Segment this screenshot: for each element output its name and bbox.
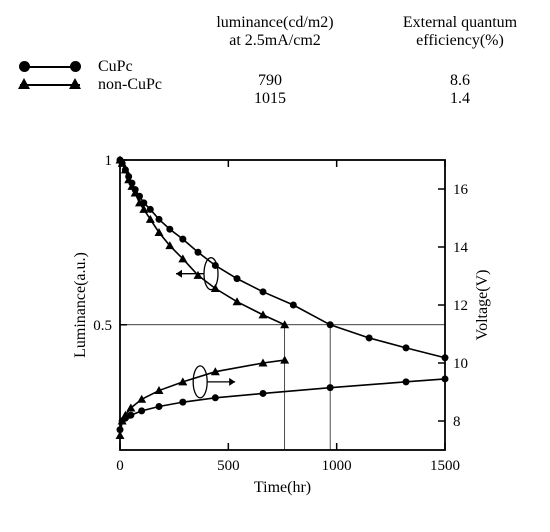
svg-text:16: 16	[453, 182, 469, 198]
decay-chart: 0 500 1000 1500 0.5 1 8 10 12 14 16 Time(hr) Luminan…	[65, 150, 495, 505]
col2-line1: External quantum	[403, 14, 517, 31]
legend-label-noncupc: non-CuPc	[98, 76, 162, 93]
chart-svg: 0 500 1000 1500 0.5 1 8 10 12 14 16 Time(hr) Luminan…	[65, 150, 495, 505]
svg-text:8: 8	[453, 414, 461, 430]
svg-text:1: 1	[105, 153, 113, 169]
svg-text:Time(hr): Time(hr)	[254, 479, 311, 496]
luminance-noncupc: 1015	[240, 90, 300, 108]
svg-text:Luminance(a.u.): Luminance(a.u.)	[72, 252, 89, 358]
legend-line-noncupc	[20, 84, 80, 86]
svg-text:1000: 1000	[322, 458, 352, 474]
legend-line-cupc	[20, 66, 80, 68]
col1-line1: luminance(cd/m2)	[216, 14, 333, 31]
figure-page: { "header": { "col1_line1": "luminance(c…	[0, 0, 550, 532]
circle-marker-icon	[19, 61, 30, 72]
legend-row-noncupc: non-CuPc	[20, 76, 162, 94]
circle-marker-icon	[70, 61, 81, 72]
efficiency-noncupc: 1.4	[430, 90, 490, 108]
triangle-marker-icon	[18, 78, 30, 89]
svg-text:0: 0	[116, 458, 124, 474]
legend-label-cupc: CuPc	[98, 58, 133, 75]
svg-text:500: 500	[217, 458, 240, 474]
svg-text:1500: 1500	[430, 458, 460, 474]
legend-row-cupc: CuPc	[20, 58, 133, 76]
svg-text:14: 14	[453, 240, 469, 256]
svg-text:Voltage(V): Voltage(V)	[474, 270, 491, 341]
svg-text:12: 12	[453, 298, 468, 314]
luminance-cupc: 790	[240, 72, 300, 90]
efficiency-cupc: 8.6	[430, 72, 490, 90]
svg-text:0.5: 0.5	[93, 318, 112, 334]
svg-text:10: 10	[453, 356, 468, 372]
col1-line2: at 2.5mA/cm2	[229, 32, 321, 49]
col2-line2: efficiency(%)	[416, 32, 504, 49]
triangle-marker-icon	[69, 78, 81, 89]
